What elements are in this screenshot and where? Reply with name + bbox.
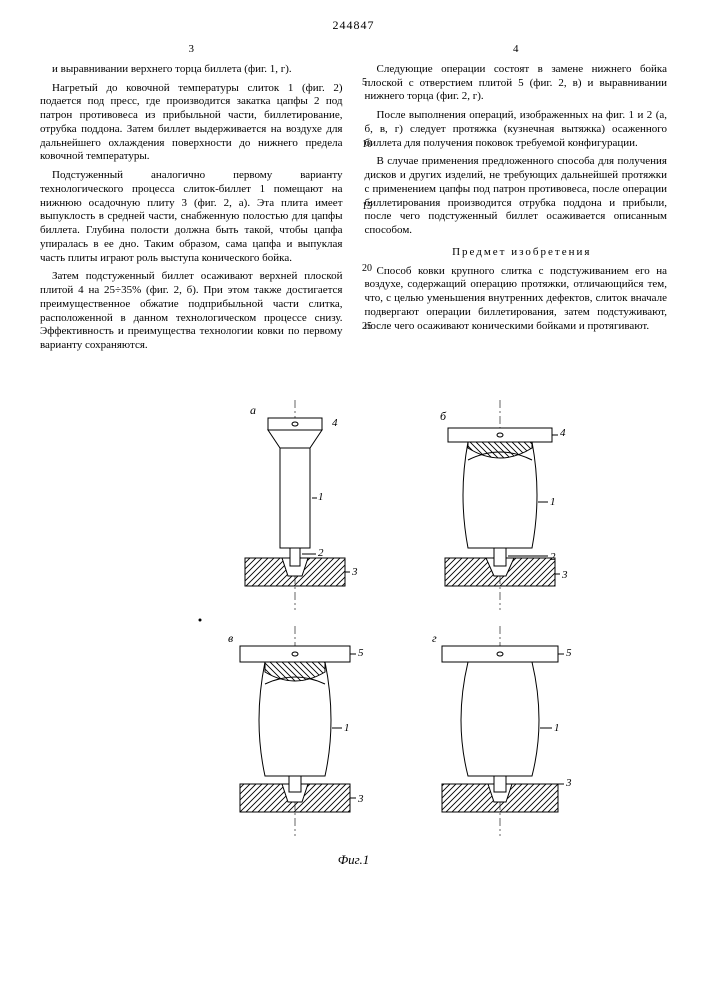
para: После выполнения операций, изображенных … [365, 109, 668, 150]
line-num: 20 [362, 264, 372, 274]
panel-letter-v: в [228, 631, 233, 645]
line-num: 5 [362, 78, 367, 88]
page-col-num-right: 4 [365, 43, 668, 57]
para: Подстуженный аналогично первому варианту… [40, 169, 343, 265]
line-num: 10 [362, 140, 372, 150]
figure-1: 4 1 2 3 а б 4 1 2 3 [40, 390, 667, 880]
left-column: 3 и выравнивании верхнего торца биллета … [40, 43, 343, 358]
label-5: 5 [358, 647, 364, 659]
label-4: 4 [560, 427, 566, 439]
label-2: 2 [550, 551, 556, 563]
line-num: 25 [362, 322, 372, 332]
panel-letter-a: а [250, 403, 256, 417]
label-1: 1 [554, 722, 560, 734]
para: Затем подстуженный биллет осаживают верх… [40, 270, 343, 353]
panel-letter-b: б [440, 409, 447, 423]
label-1: 1 [318, 491, 324, 503]
label-5: 5 [566, 647, 572, 659]
right-column: 4 Следующие операции состоят в замене ни… [365, 43, 668, 358]
figure-caption: Фиг.1 [338, 852, 370, 868]
section-title: Предмет изобретения [365, 246, 668, 260]
diagram-panel-a: 4 1 2 3 а [210, 400, 380, 610]
label-3: 3 [561, 569, 568, 581]
label-3: 3 [357, 793, 364, 805]
para: и выравнивании верхнего торца биллета (ф… [40, 63, 343, 77]
diagram-panel-g: г 5 1 3 [410, 626, 590, 836]
label-4: 4 [332, 417, 338, 429]
para: В случае применения предложенного способ… [365, 155, 668, 238]
label-1: 1 [344, 722, 350, 734]
separator-dot [195, 615, 205, 625]
label-2: 2 [318, 547, 324, 559]
label-3: 3 [565, 777, 572, 789]
para: Способ ковки крупного слитка с подстужив… [365, 265, 668, 334]
line-num: 15 [362, 202, 372, 212]
panel-letter-g: г [432, 631, 437, 645]
label-3: 3 [351, 566, 358, 578]
page-col-num-left: 3 [40, 43, 343, 57]
text-columns: 3 и выравнивании верхнего торца биллета … [40, 43, 667, 358]
para: Следующие операции состоят в замене нижн… [365, 63, 668, 104]
diagram-panel-v: в 5 1 3 [210, 626, 380, 836]
diagram-panel-b: б 4 1 2 3 [410, 400, 590, 610]
para: Нагретый до ковочной температуры слиток … [40, 82, 343, 165]
label-1: 1 [550, 496, 556, 508]
patent-number: 244847 [40, 18, 667, 33]
